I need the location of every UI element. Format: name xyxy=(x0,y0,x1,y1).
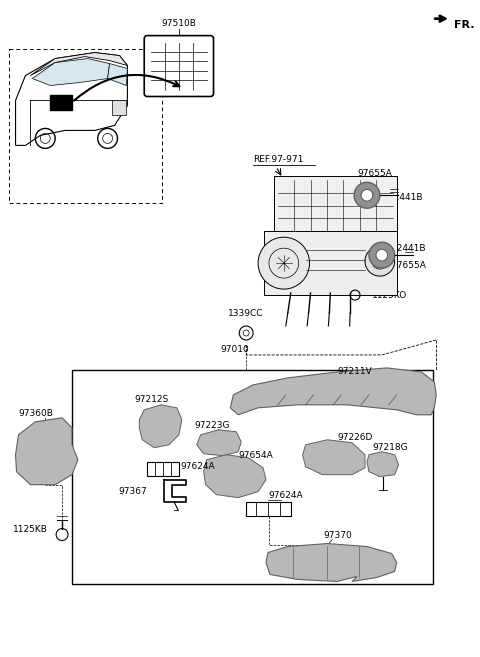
FancyBboxPatch shape xyxy=(72,370,433,585)
Text: 97510B: 97510B xyxy=(161,18,196,28)
Polygon shape xyxy=(139,405,182,448)
Polygon shape xyxy=(15,418,78,485)
Text: 97655A: 97655A xyxy=(392,261,427,269)
Text: 12441B: 12441B xyxy=(389,193,423,202)
FancyBboxPatch shape xyxy=(144,35,214,97)
Text: 97624A: 97624A xyxy=(268,491,302,499)
Text: 1125KB: 1125KB xyxy=(12,525,48,534)
Circle shape xyxy=(258,237,310,289)
Circle shape xyxy=(361,189,373,201)
Polygon shape xyxy=(32,58,109,85)
FancyBboxPatch shape xyxy=(246,502,291,516)
Text: 97655A: 97655A xyxy=(357,170,392,178)
Circle shape xyxy=(369,242,395,268)
Circle shape xyxy=(243,330,249,336)
Polygon shape xyxy=(108,64,127,85)
FancyBboxPatch shape xyxy=(274,176,396,235)
Polygon shape xyxy=(266,543,396,581)
Text: 97211V: 97211V xyxy=(337,367,372,376)
Text: 97654A: 97654A xyxy=(238,451,273,460)
FancyBboxPatch shape xyxy=(264,231,396,295)
Polygon shape xyxy=(230,368,436,415)
Text: 97624A: 97624A xyxy=(181,463,216,471)
Text: 12441B: 12441B xyxy=(392,244,426,253)
Polygon shape xyxy=(302,440,365,475)
Text: 97218G: 97218G xyxy=(372,443,408,452)
Polygon shape xyxy=(30,53,127,76)
FancyBboxPatch shape xyxy=(50,95,72,110)
Text: 97212S: 97212S xyxy=(134,395,168,404)
Text: 97360B: 97360B xyxy=(19,409,53,418)
Polygon shape xyxy=(197,430,241,456)
Circle shape xyxy=(365,246,395,276)
Text: 97010: 97010 xyxy=(220,345,249,354)
Polygon shape xyxy=(367,452,399,477)
Text: 97367: 97367 xyxy=(119,487,147,496)
Circle shape xyxy=(376,249,388,261)
Text: 1125KO: 1125KO xyxy=(372,290,407,300)
Text: 1339CC: 1339CC xyxy=(228,309,264,318)
Polygon shape xyxy=(15,53,127,145)
Text: 97226D: 97226D xyxy=(337,433,372,442)
Text: 97223G: 97223G xyxy=(195,420,230,430)
FancyBboxPatch shape xyxy=(147,462,179,476)
Text: 97370: 97370 xyxy=(323,531,352,539)
Circle shape xyxy=(354,182,380,208)
Polygon shape xyxy=(204,455,266,497)
FancyBboxPatch shape xyxy=(111,101,126,116)
Text: FR.: FR. xyxy=(454,20,475,30)
Text: REF.97-971: REF.97-971 xyxy=(253,155,303,164)
